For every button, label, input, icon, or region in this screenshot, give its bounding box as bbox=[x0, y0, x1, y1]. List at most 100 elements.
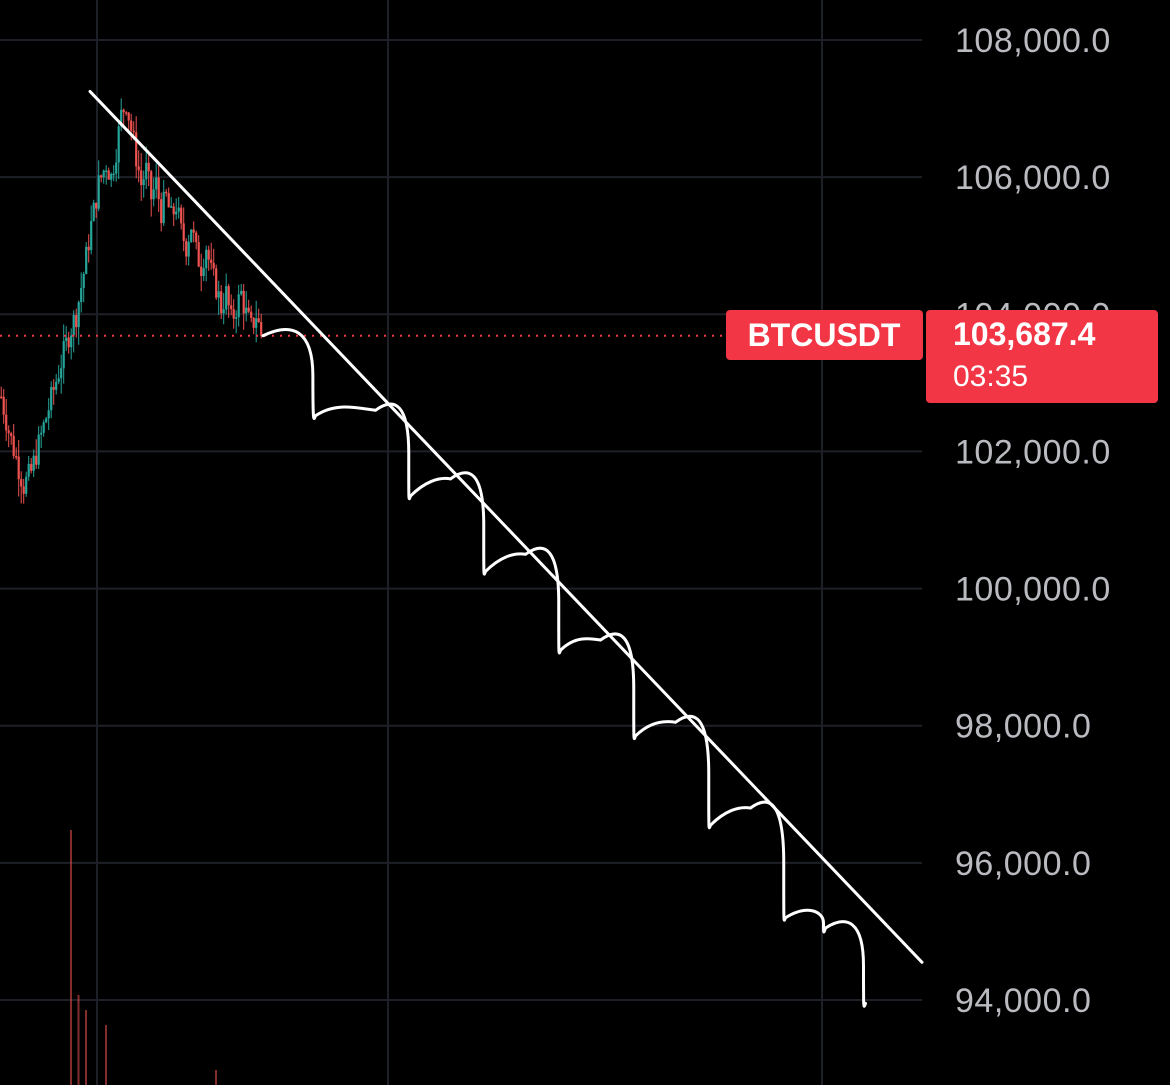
price-tick-label: 102,000.0 bbox=[955, 433, 1111, 471]
candle-body bbox=[30, 463, 33, 471]
candle-body bbox=[105, 170, 108, 172]
candle-body bbox=[245, 307, 248, 314]
candle-body bbox=[45, 418, 48, 423]
candle-body bbox=[72, 314, 75, 336]
candle-body bbox=[232, 309, 235, 319]
candle-body bbox=[80, 287, 83, 303]
candle-body bbox=[70, 335, 73, 348]
candle-body bbox=[20, 479, 23, 487]
candle-body bbox=[220, 291, 223, 314]
candle-body bbox=[130, 120, 133, 131]
candle-body bbox=[260, 322, 263, 336]
candle-body bbox=[140, 170, 143, 186]
price-badge-bg bbox=[926, 310, 1158, 403]
candle-body bbox=[85, 246, 88, 274]
candle-body bbox=[202, 268, 205, 276]
candle-body bbox=[35, 455, 38, 465]
candle-body bbox=[147, 162, 150, 172]
candle-body bbox=[115, 162, 118, 174]
candle-body bbox=[197, 242, 200, 267]
candle-body bbox=[240, 290, 243, 295]
candle-body bbox=[152, 189, 155, 200]
candle-body bbox=[172, 206, 175, 215]
candle-body bbox=[190, 229, 193, 242]
projected-wave-path[interactable] bbox=[261, 328, 867, 1008]
candle-body bbox=[92, 202, 95, 221]
symbol-badge: BTCUSDT bbox=[726, 310, 923, 360]
candle-body bbox=[120, 109, 123, 127]
candle-body bbox=[155, 177, 158, 190]
candle-body bbox=[135, 132, 138, 167]
volume-bars bbox=[70, 830, 217, 1085]
candle-body bbox=[10, 433, 13, 436]
candle-body bbox=[52, 386, 55, 390]
candle-body bbox=[82, 273, 85, 288]
candle-body bbox=[65, 337, 68, 341]
candle-body bbox=[150, 171, 153, 200]
candle-body bbox=[175, 211, 178, 215]
candle-body bbox=[200, 266, 203, 276]
candle-body bbox=[77, 302, 80, 328]
volume-bar bbox=[105, 1025, 107, 1085]
candle-body bbox=[22, 486, 25, 494]
candle-body bbox=[237, 294, 240, 318]
candle-body bbox=[50, 386, 53, 411]
candle-body bbox=[137, 166, 140, 171]
candle-body bbox=[247, 307, 250, 312]
candle-body bbox=[2, 396, 5, 415]
candle-body bbox=[180, 207, 183, 224]
candle-body bbox=[95, 202, 98, 209]
candle-body bbox=[42, 422, 45, 433]
candle-body bbox=[75, 314, 78, 328]
bar-countdown: 03:35 bbox=[953, 360, 1028, 393]
candle-body bbox=[250, 311, 253, 318]
candle-body bbox=[100, 175, 103, 178]
candle-body bbox=[212, 263, 215, 269]
symbol-badge-bg bbox=[726, 310, 923, 360]
candle-body bbox=[32, 455, 35, 471]
candle-body bbox=[87, 246, 90, 251]
symbol-label: BTCUSDT bbox=[748, 317, 901, 353]
candle-body bbox=[102, 170, 105, 178]
candle-body bbox=[62, 340, 65, 369]
candle-body bbox=[0, 396, 3, 399]
price-tick-label: 108,000.0 bbox=[955, 22, 1111, 60]
chart-grid bbox=[0, 0, 922, 1085]
candle-body bbox=[177, 207, 180, 212]
candlestick-series bbox=[0, 98, 263, 504]
candle-body bbox=[145, 162, 148, 180]
candle-body bbox=[230, 305, 233, 310]
candle-body bbox=[27, 463, 30, 477]
candle-body bbox=[60, 368, 63, 379]
candle-body bbox=[185, 241, 188, 257]
candle-body bbox=[125, 112, 128, 114]
candle-body bbox=[227, 286, 230, 306]
candle-body bbox=[55, 381, 58, 390]
candle-body bbox=[252, 317, 255, 328]
candle-body bbox=[112, 173, 115, 176]
candle-body bbox=[57, 378, 60, 382]
candle-body bbox=[195, 232, 198, 243]
price-tick-label: 94,000.0 bbox=[955, 982, 1091, 1020]
candle-body bbox=[40, 432, 43, 435]
candle-body bbox=[167, 193, 170, 208]
volume-bar bbox=[85, 1010, 87, 1085]
candle-body bbox=[12, 435, 15, 457]
candle-body bbox=[205, 249, 208, 269]
candle-body bbox=[210, 259, 213, 264]
candle-body bbox=[17, 456, 20, 480]
candle-body bbox=[192, 229, 195, 233]
price-tick-label: 106,000.0 bbox=[955, 159, 1111, 197]
volume-bar bbox=[215, 1070, 217, 1085]
candle-body bbox=[127, 112, 130, 121]
candle-body bbox=[165, 191, 168, 194]
last-price-badge: 103,687.4 03:35 bbox=[926, 310, 1158, 403]
candle-body bbox=[107, 170, 110, 180]
candle-body bbox=[162, 191, 165, 224]
last-price-label: 103,687.4 bbox=[953, 316, 1096, 352]
candle-body bbox=[25, 476, 28, 494]
candle-body bbox=[132, 130, 135, 133]
price-tick-label: 100,000.0 bbox=[955, 571, 1111, 609]
descending-trendline[interactable] bbox=[88, 89, 924, 964]
